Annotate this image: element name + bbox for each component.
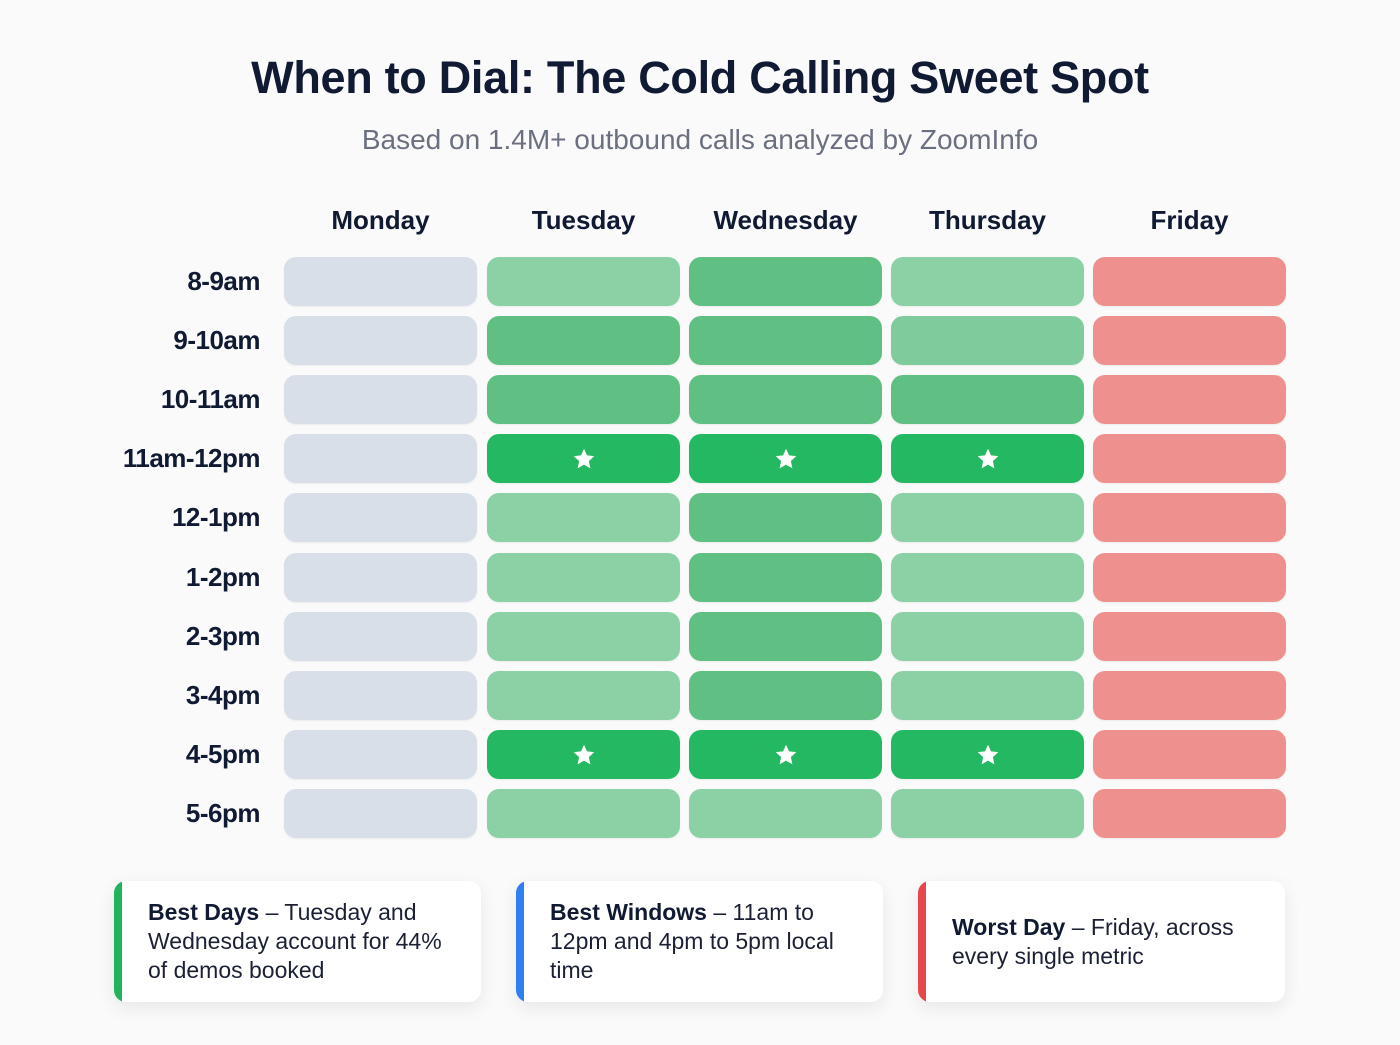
callout-card-worst-day: Worst Day – Friday, across every single … bbox=[918, 881, 1285, 1002]
callout-text: Worst Day – Friday, across every single … bbox=[918, 913, 1285, 971]
heatmap-cell bbox=[689, 493, 882, 542]
heatmap-cell bbox=[487, 434, 680, 483]
heatmap-cell bbox=[284, 612, 477, 661]
heatmap-cell bbox=[689, 316, 882, 365]
heatmap-cell bbox=[487, 316, 680, 365]
heatmap-cell bbox=[891, 789, 1084, 838]
column-header-tuesday: Tuesday bbox=[531, 205, 636, 235]
row-label: 9-10am bbox=[173, 325, 260, 355]
heatmap-cell bbox=[689, 553, 882, 602]
row-label: 4-5pm bbox=[185, 739, 261, 769]
heatmap-cell bbox=[487, 493, 680, 542]
column-header-wednesday: Wednesday bbox=[713, 205, 858, 235]
heatmap-cell bbox=[1093, 789, 1286, 838]
heatmap-cell bbox=[689, 671, 882, 720]
callout-text: Best Windows – 11am to 12pm and 4pm to 5… bbox=[516, 898, 883, 985]
heatmap-cell bbox=[487, 730, 680, 779]
heatmap-cell bbox=[891, 493, 1084, 542]
heatmap-cell bbox=[689, 434, 882, 483]
heatmap-cell bbox=[487, 553, 680, 602]
callout-body: – Tuesday and Wednesday account for 44% … bbox=[148, 899, 442, 983]
heatmap-cell bbox=[891, 671, 1084, 720]
heatmap-cell bbox=[689, 789, 882, 838]
row-label: 1-2pm bbox=[185, 562, 261, 592]
callout-body: – 11am to 12pm and 4pm to 5pm local time bbox=[550, 899, 834, 983]
heatmap-cell bbox=[891, 375, 1084, 424]
heatmap-cell bbox=[1093, 493, 1286, 542]
star-icon bbox=[573, 744, 594, 764]
heatmap-cell bbox=[284, 730, 477, 779]
heatmap-cell bbox=[689, 612, 882, 661]
heatmap-cell bbox=[891, 257, 1084, 306]
heatmap-cell bbox=[284, 789, 477, 838]
heatmap-cell bbox=[487, 671, 680, 720]
heatmap-cell bbox=[284, 493, 477, 542]
heatmap-cell bbox=[1093, 671, 1286, 720]
heatmap-cell bbox=[1093, 553, 1286, 602]
heatmap-cell bbox=[891, 434, 1084, 483]
heatmap-cell bbox=[487, 257, 680, 306]
heatmap-cell bbox=[284, 671, 477, 720]
row-label: 12-1pm bbox=[171, 502, 261, 532]
heatmap-cell bbox=[1093, 375, 1286, 424]
callout-card-best-windows: Best Windows – 11am to 12pm and 4pm to 5… bbox=[516, 881, 883, 1002]
star-icon bbox=[775, 744, 796, 764]
heatmap-cell bbox=[1093, 316, 1286, 365]
row-label: 11am-12pm bbox=[122, 443, 261, 473]
callout-label: Best Windows bbox=[550, 899, 707, 925]
accent-bar bbox=[516, 881, 524, 1002]
callout-label: Worst Day bbox=[952, 913, 1066, 940]
heatmap-cell bbox=[689, 257, 882, 306]
star-icon bbox=[977, 448, 998, 468]
chart-subtitle: Based on 1.4M+ outbound calls analyzed b… bbox=[361, 124, 1039, 155]
row-label: 2-3pm bbox=[185, 621, 261, 651]
column-header-friday: Friday bbox=[1150, 205, 1229, 235]
heatmap-cell bbox=[284, 553, 477, 602]
heatmap-cell bbox=[284, 375, 477, 424]
heatmap-cell bbox=[284, 434, 477, 483]
chart-title: When to Dial: The Cold Calling Sweet Spo… bbox=[251, 52, 1149, 103]
column-header-monday: Monday bbox=[331, 205, 430, 235]
row-label: 10-11am bbox=[160, 384, 261, 414]
heatmap-cell bbox=[284, 316, 477, 365]
heatmap-cell bbox=[1093, 257, 1286, 306]
row-label: 3-4pm bbox=[185, 680, 261, 710]
heatmap-cell bbox=[689, 375, 882, 424]
heatmap-cell bbox=[891, 316, 1084, 365]
heatmap-cell bbox=[689, 730, 882, 779]
heatmap-cell bbox=[1093, 730, 1286, 779]
heatmap-cell bbox=[487, 375, 680, 424]
row-label: 5-6pm bbox=[185, 798, 261, 828]
heatmap-cell bbox=[891, 553, 1084, 602]
callout-text: Best Days – Tuesday and Wednesday accoun… bbox=[114, 898, 481, 985]
callout-body: – Friday, across every single metric bbox=[952, 913, 1234, 969]
heatmap-cell bbox=[891, 730, 1084, 779]
star-icon bbox=[775, 448, 796, 468]
star-icon bbox=[977, 744, 998, 764]
callout-label: Best Days bbox=[148, 899, 260, 925]
column-header-thursday: Thursday bbox=[928, 205, 1047, 235]
accent-bar bbox=[918, 881, 926, 1002]
heatmap-cell bbox=[1093, 612, 1286, 661]
accent-bar bbox=[114, 881, 122, 1002]
heatmap-cell bbox=[1093, 434, 1286, 483]
heatmap-cell bbox=[487, 789, 680, 838]
heatmap-cell bbox=[891, 612, 1084, 661]
heatmap-cell bbox=[487, 612, 680, 661]
star-icon bbox=[573, 448, 594, 468]
callout-card-best-days: Best Days – Tuesday and Wednesday accoun… bbox=[114, 881, 481, 1002]
row-label: 8-9am bbox=[187, 266, 260, 296]
heatmap-cell bbox=[284, 257, 477, 306]
